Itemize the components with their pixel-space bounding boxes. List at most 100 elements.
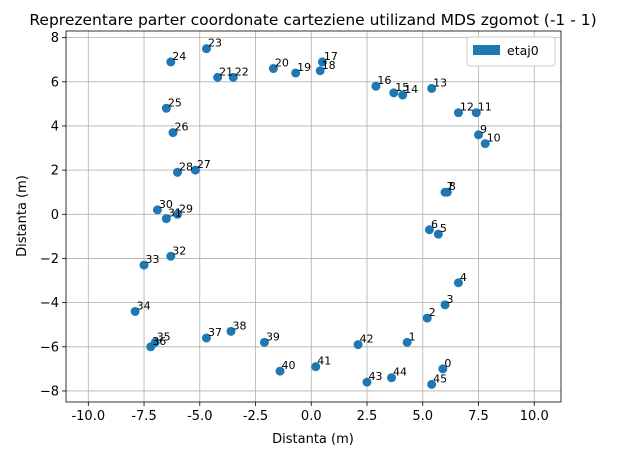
x-tick-label: 10.0	[520, 409, 549, 424]
data-point	[172, 167, 182, 177]
x-tick-label: -2.5	[243, 409, 268, 424]
point-label: 14	[404, 83, 418, 96]
data-point	[201, 44, 211, 54]
x-axis-ticks: -10.0 -7.5 -5.0 -2.5 0.0 2.5 5.0 7.5 10.0	[71, 402, 549, 424]
data-point	[424, 225, 434, 235]
point-label: 23	[208, 37, 222, 50]
data-point	[315, 66, 325, 76]
point-label: 6	[431, 218, 438, 231]
point-label: 37	[208, 326, 222, 339]
point-label: 15	[395, 81, 409, 94]
data-point	[317, 57, 327, 67]
data-point	[161, 103, 171, 113]
point-label: 28	[179, 160, 193, 173]
y-tick-label: 2	[51, 164, 59, 179]
x-tick-label: 7.5	[468, 409, 489, 424]
legend: etaj0	[466, 36, 556, 67]
point-label: 0	[444, 357, 451, 370]
data-point	[172, 209, 182, 219]
data-point	[228, 72, 238, 82]
data-point	[442, 187, 452, 197]
x-tick-label: -7.5	[131, 409, 156, 424]
data-point	[161, 214, 171, 224]
point-label: 26	[175, 121, 189, 134]
point-label: 18	[322, 59, 336, 72]
point-label: 41	[317, 355, 331, 368]
data-point	[471, 108, 481, 118]
point-label: 7	[447, 180, 454, 193]
point-label: 3	[447, 293, 454, 306]
point-label: 43	[369, 370, 383, 383]
legend-swatch	[473, 45, 500, 55]
x-tick-label: 5.0	[412, 409, 433, 424]
y-tick-label: −6	[40, 340, 59, 355]
data-point	[353, 340, 363, 350]
data-point	[371, 81, 381, 91]
plot-area-frame	[65, 30, 562, 403]
point-label: 8	[449, 180, 456, 193]
data-point	[422, 313, 432, 323]
data-point	[474, 130, 483, 140]
x-tick-label: 0.0	[301, 409, 322, 424]
data-point	[427, 83, 437, 93]
point-label: 13	[433, 76, 447, 89]
x-tick-label: -5.0	[187, 409, 212, 424]
chart-title: Reprezentare parter coordonate cartezien…	[29, 11, 596, 29]
point-label: 17	[324, 50, 338, 63]
point-label: 36	[152, 335, 166, 348]
point-label: 16	[377, 74, 391, 87]
point-label: 44	[393, 366, 407, 379]
x-axis-label: Distanta (m)	[272, 432, 354, 447]
data-point	[259, 337, 269, 347]
point-label: 29	[179, 202, 193, 215]
point-label: 32	[172, 244, 186, 257]
point-label: 20	[275, 57, 289, 70]
legend-label: etaj0	[507, 43, 539, 58]
point-label: 25	[168, 96, 182, 109]
data-point	[139, 260, 149, 270]
point-label: 12	[460, 101, 474, 114]
point-label: 11	[478, 101, 492, 114]
data-point	[480, 139, 490, 149]
y-tick-label: −4	[40, 296, 59, 311]
point-label: 19	[297, 61, 311, 74]
point-label: 31	[168, 207, 182, 220]
data-point	[275, 366, 285, 376]
point-label: 33	[146, 253, 160, 266]
data-point	[402, 337, 412, 347]
point-label: 9	[480, 123, 487, 136]
data-point	[387, 373, 397, 383]
data-point	[226, 326, 236, 336]
point-label: 27	[197, 158, 211, 171]
point-label: 21	[219, 65, 233, 78]
point-label: 35	[157, 330, 171, 343]
data-point	[291, 68, 301, 78]
grid-lines	[66, 31, 561, 402]
data-point	[152, 205, 162, 215]
point-label: 4	[460, 271, 467, 284]
y-tick-label: −8	[40, 384, 59, 399]
data-point	[201, 333, 211, 343]
point-label: 45	[433, 372, 447, 385]
data-point	[168, 128, 178, 138]
point-label: 39	[266, 330, 280, 343]
data-point	[213, 72, 223, 82]
point-label: 34	[137, 299, 151, 312]
y-axis-label: Distanta (m)	[15, 175, 30, 257]
data-point	[166, 251, 176, 261]
point-label: 10	[487, 132, 501, 145]
point-label: 38	[233, 319, 247, 332]
data-point	[146, 342, 156, 352]
y-axis-ticks: −8 −6 −4 −2 0 2 4 6 8	[40, 31, 66, 399]
y-tick-label: 0	[51, 208, 59, 223]
data-point	[389, 88, 399, 98]
data-point	[427, 379, 437, 389]
y-tick-label: 4	[51, 119, 59, 134]
data-point	[268, 64, 278, 74]
point-label: 22	[235, 65, 249, 78]
y-tick-label: −2	[40, 252, 59, 267]
data-point	[440, 300, 450, 310]
data-point	[166, 57, 176, 67]
